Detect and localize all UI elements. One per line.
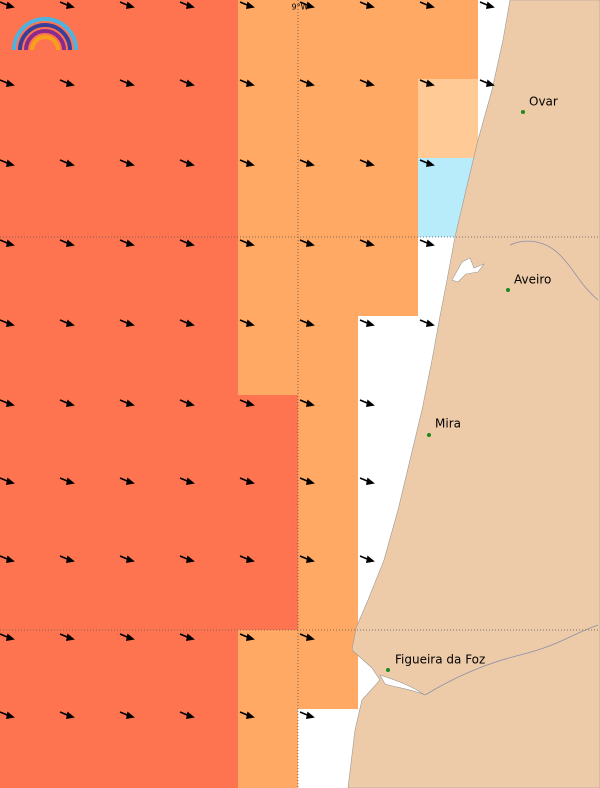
wind-arrow <box>179 477 195 485</box>
graticule-label: 9°W <box>292 3 309 12</box>
river <box>509 240 599 301</box>
wind-arrow <box>179 711 195 719</box>
wind-arrow <box>0 711 15 719</box>
wave-zone-high <box>0 0 298 788</box>
wind-arrow <box>0 555 15 563</box>
wind-arrow <box>419 1 435 9</box>
wind-arrow <box>419 319 435 327</box>
land <box>347 0 600 788</box>
wind-arrow <box>119 399 135 407</box>
wind-arrow <box>119 239 135 247</box>
wind-arrow <box>59 1 75 9</box>
wind-arrow <box>0 79 15 87</box>
wind-arrow <box>359 477 375 485</box>
wind-arrow <box>359 399 375 407</box>
wind-arrow <box>299 633 315 641</box>
wind-arrow <box>179 319 195 327</box>
wind-arrow <box>299 319 315 327</box>
wind-arrow <box>0 239 15 247</box>
wind-arrow <box>359 555 375 563</box>
wind-arrow <box>239 1 255 9</box>
wind-arrow <box>299 1 315 9</box>
wind-arrow <box>419 79 435 87</box>
wind-arrow <box>239 477 255 485</box>
wind-arrow <box>239 399 255 407</box>
wind-arrow <box>59 319 75 327</box>
lagoon <box>451 257 485 283</box>
place-label: Figueira da Foz <box>395 653 485 667</box>
wind-arrow <box>119 711 135 719</box>
wind-arrow <box>239 159 255 167</box>
place-dot <box>506 288 510 292</box>
place-dot <box>386 668 390 672</box>
wind-arrow <box>359 319 375 327</box>
wind-arrow <box>59 477 75 485</box>
wind-arrow <box>239 555 255 563</box>
wind-arrow <box>359 239 375 247</box>
wind-arrow <box>59 633 75 641</box>
wind-arrow <box>179 399 195 407</box>
wind-arrow <box>179 633 195 641</box>
wind-arrow <box>359 159 375 167</box>
estuary <box>379 674 426 696</box>
wind-arrow <box>419 239 435 247</box>
place-label: Ovar <box>529 95 558 109</box>
wind-arrow <box>119 159 135 167</box>
wind-arrow <box>239 239 255 247</box>
place-dot <box>521 110 525 114</box>
wind-arrow <box>0 1 15 9</box>
wind-arrow <box>179 79 195 87</box>
wind-arrow <box>179 159 195 167</box>
place-label: Aveiro <box>514 273 551 287</box>
wind-arrow <box>119 555 135 563</box>
logo <box>12 17 78 51</box>
wave-zone-low <box>418 79 478 158</box>
wind-arrow <box>0 477 15 485</box>
wind-arrow <box>179 239 195 247</box>
wind-arrow <box>239 319 255 327</box>
wind-arrow <box>299 477 315 485</box>
wind-arrow <box>59 79 75 87</box>
wind-arrow <box>479 1 495 9</box>
wind-arrow <box>59 711 75 719</box>
wind-arrow <box>479 79 495 87</box>
wind-arrow <box>299 555 315 563</box>
wind-arrow <box>119 1 135 9</box>
wind-arrow <box>299 399 315 407</box>
wind-arrow <box>119 633 135 641</box>
wind-arrow <box>239 711 255 719</box>
wind-arrow <box>359 79 375 87</box>
wind-arrow <box>299 239 315 247</box>
place-label: Mira <box>435 417 461 431</box>
wind-arrow <box>299 159 315 167</box>
wind-arrow <box>119 79 135 87</box>
wind-arrow <box>299 711 315 719</box>
wind-arrow <box>299 79 315 87</box>
place-dot <box>427 433 431 437</box>
wind-arrow <box>359 1 375 9</box>
wind-arrow <box>0 319 15 327</box>
wind-arrow <box>0 159 15 167</box>
wind-arrow <box>179 555 195 563</box>
wind-arrow <box>179 1 195 9</box>
wind-arrow <box>419 159 435 167</box>
wind-arrow <box>0 633 15 641</box>
wind-arrow <box>239 79 255 87</box>
river <box>424 624 599 696</box>
wind-arrows <box>0 1 495 719</box>
wind-arrow <box>119 319 135 327</box>
wind-arrow <box>59 159 75 167</box>
wind-arrow <box>119 477 135 485</box>
wind-arrow <box>59 399 75 407</box>
wind-arrow <box>59 555 75 563</box>
wind-arrow <box>0 399 15 407</box>
wind-arrow <box>59 239 75 247</box>
wind-arrow <box>239 633 255 641</box>
